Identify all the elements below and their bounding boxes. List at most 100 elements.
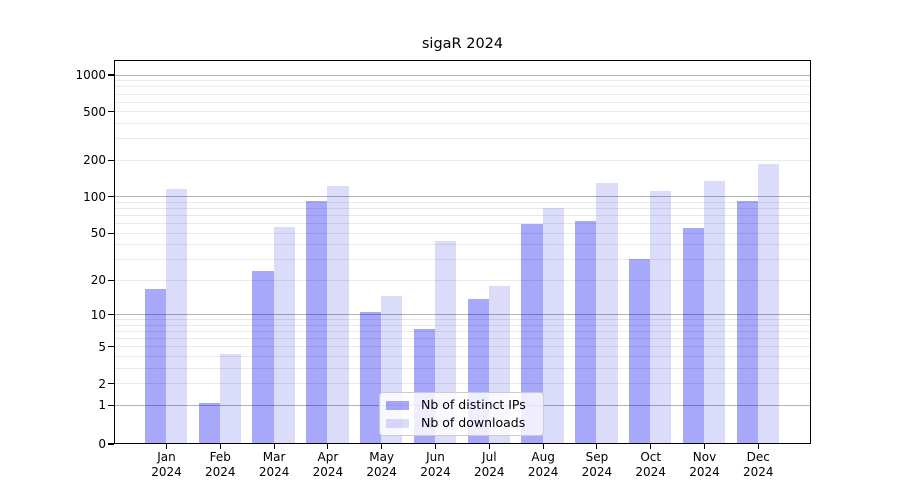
x-tick-month: Jul	[482, 450, 497, 464]
x-tick-year: 2024	[366, 465, 397, 479]
x-tick-label-nov: Nov 2024	[673, 450, 737, 480]
x-tick-month: Aug	[531, 450, 555, 464]
x-tick-year: 2024	[635, 465, 666, 479]
legend-swatch-downloads	[386, 418, 409, 428]
major-gridline	[115, 74, 810, 76]
x-tick-label-jan: Jan 2024	[135, 450, 199, 480]
y-tick-label: 20	[90, 273, 106, 288]
x-tick-year: 2024	[527, 465, 559, 479]
x-tick-mark	[273, 444, 275, 449]
bar-downloads-apr	[327, 185, 349, 443]
minor-gridline	[115, 319, 810, 321]
x-tick-month: Jan	[157, 450, 176, 464]
x-tick-mark	[327, 444, 329, 449]
bar-downloads-feb	[219, 354, 242, 443]
minor-gridline	[115, 331, 810, 333]
legend-item-downloads: Nb of downloads	[386, 415, 535, 431]
x-tick-mark	[757, 444, 759, 449]
x-tick-year: 2024	[420, 465, 451, 479]
x-tick-month: Jun	[426, 450, 445, 464]
y-tick-mark	[108, 279, 114, 281]
legend-item-distinct-ips: Nb of distinct IPs	[386, 397, 535, 413]
minor-gridline	[115, 324, 810, 326]
x-tick-month: Sep	[585, 450, 609, 464]
y-tick-mark	[108, 383, 114, 385]
major-gridline	[115, 314, 810, 316]
minor-gridline	[115, 201, 810, 203]
chart-title: sigaR 2024	[421, 36, 504, 52]
bar-downloads-aug	[542, 208, 564, 443]
x-tick-mark	[650, 444, 652, 449]
y-tick-mark	[108, 159, 114, 161]
x-tick-mark	[542, 444, 544, 449]
plot-area	[114, 60, 811, 444]
x-tick-mark	[219, 444, 221, 449]
x-tick-label-sep: Sep 2024	[565, 450, 629, 480]
bar-distinct-ips-oct	[628, 258, 651, 443]
x-tick-year: 2024	[689, 465, 720, 479]
minor-gridline	[115, 244, 810, 246]
x-tick-month: Feb	[209, 450, 231, 464]
x-tick-year: 2024	[312, 465, 344, 479]
bar-downloads-mar	[273, 226, 295, 443]
x-tick-label-oct: Oct 2024	[619, 450, 683, 480]
bar-distinct-ips-may	[359, 312, 382, 443]
y-tick-label: 10	[90, 307, 106, 322]
minor-gridline	[115, 338, 810, 340]
x-tick-label-aug: Aug 2024	[511, 450, 575, 480]
minor-gridline	[115, 111, 810, 113]
x-tick-month: Dec	[746, 450, 770, 464]
y-tick-label: 200	[83, 153, 106, 168]
minor-gridline	[115, 208, 810, 210]
x-tick-month: Mar	[262, 450, 286, 464]
bar-downloads-oct	[650, 190, 672, 443]
minor-gridline	[115, 93, 810, 95]
x-tick-mark	[488, 444, 490, 449]
y-tick-label: 1000	[75, 68, 106, 82]
minor-gridline	[115, 123, 810, 125]
y-tick-label: 2	[98, 376, 106, 391]
minor-gridline	[115, 383, 810, 385]
x-tick-month: Oct	[640, 450, 662, 464]
x-tick-label-apr: Apr 2024	[296, 450, 360, 480]
x-tick-mark	[165, 444, 168, 449]
x-tick-mark	[381, 444, 383, 449]
minor-gridline	[115, 367, 810, 369]
x-tick-year: 2024	[743, 465, 774, 479]
minor-gridline	[115, 346, 810, 348]
x-tick-year: 2024	[581, 465, 613, 479]
legend-swatch-distinct-ips	[386, 400, 409, 410]
y-tick-mark	[108, 314, 114, 316]
x-tick-month: May	[369, 450, 395, 464]
y-tick-label: 100	[83, 189, 106, 204]
bar-distinct-ips-jan	[144, 289, 166, 443]
y-tick-mark	[108, 346, 114, 348]
minor-gridline	[115, 159, 810, 161]
y-tick-label: 0	[98, 437, 106, 451]
y-tick-label: 50	[90, 226, 106, 241]
x-tick-label-jul: Jul 2024	[457, 450, 521, 480]
y-tick-mark	[108, 196, 114, 198]
x-tick-label-dec: Dec 2024	[726, 450, 790, 480]
x-tick-month: Nov	[692, 450, 717, 464]
x-tick-year: 2024	[205, 465, 236, 479]
y-tick-label: 500	[83, 104, 106, 119]
minor-gridline	[115, 259, 810, 261]
minor-gridline	[115, 86, 810, 88]
minor-gridline	[115, 215, 810, 217]
y-tick-label: 1	[98, 398, 106, 413]
bar-distinct-ips-aug	[521, 223, 543, 443]
bar-downloads-nov	[704, 180, 726, 443]
x-tick-year: 2024	[151, 465, 182, 479]
legend: Nb of distinct IPs Nb of downloads	[379, 392, 544, 436]
minor-gridline	[115, 279, 810, 281]
y-tick-mark	[108, 443, 114, 445]
major-gridline	[115, 196, 810, 198]
bar-distinct-ips-apr	[306, 200, 328, 443]
bar-downloads-dec	[757, 163, 780, 443]
minor-gridline	[115, 223, 810, 225]
legend-label-distinct-ips: Nb of distinct IPs	[421, 397, 526, 412]
bar-downloads-jan	[166, 189, 188, 443]
x-tick-year: 2024	[474, 465, 505, 479]
legend-label-downloads: Nb of downloads	[421, 415, 526, 430]
